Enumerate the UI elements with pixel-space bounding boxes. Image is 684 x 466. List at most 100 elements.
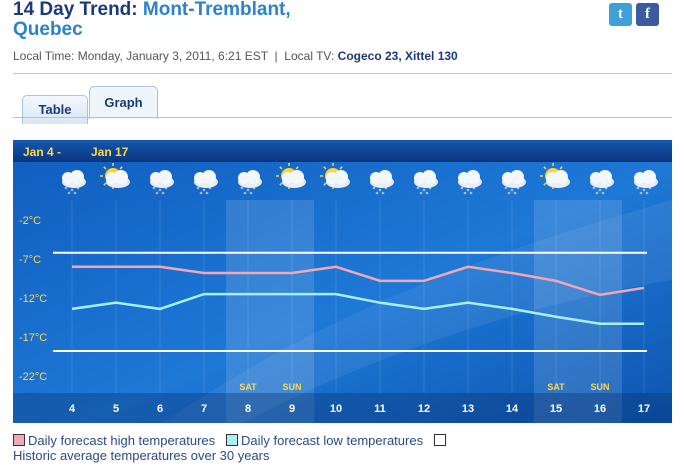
tab-divider <box>13 117 672 118</box>
local-time-value: Monday, January 3, 2011, 6:21 EST <box>77 49 268 63</box>
snow-icon: * * ** * <box>150 170 174 198</box>
y-tick-label: -17°C <box>19 332 47 344</box>
legend-high-label: Daily forecast high temperatures <box>28 433 216 448</box>
svg-text:*: * <box>426 191 429 198</box>
tab-graph[interactable]: Graph <box>89 86 158 119</box>
local-time-label: Local Time: <box>13 49 75 63</box>
date-range-bar <box>13 140 672 162</box>
svg-text:*: * <box>244 191 247 198</box>
snow-icon: * * ** * <box>414 170 438 198</box>
chart-legend: Daily forecast high temperatures Daily f… <box>13 433 613 463</box>
facebook-icon[interactable]: f <box>636 3 659 26</box>
svg-text:*: * <box>65 186 68 193</box>
svg-text:*: * <box>464 191 467 198</box>
x-tick-label: 5 <box>113 403 119 415</box>
x-tick-label: 12 <box>418 403 430 415</box>
title-location-region[interactable]: Quebec <box>13 19 83 40</box>
svg-text:*: * <box>206 191 209 198</box>
svg-text:*: * <box>461 186 464 193</box>
svg-text:*: * <box>247 188 250 195</box>
x-tick-label: 17 <box>638 403 650 415</box>
sun-cloud-icon <box>276 163 306 189</box>
legend-avg-label: Historic average temperatures over 30 ye… <box>13 448 270 463</box>
legend-avg-swatch <box>433 434 446 446</box>
x-axis-band <box>13 393 672 423</box>
legend-low-label: Daily forecast low temperatures <box>241 433 424 448</box>
weekday-label: SAT <box>547 382 565 392</box>
svg-text:*: * <box>473 186 476 193</box>
x-tick-label: 6 <box>157 403 163 415</box>
snow-icon: * * ** * <box>458 170 482 198</box>
sun-cloud-icon <box>320 163 350 189</box>
svg-text:*: * <box>379 188 382 195</box>
x-tick-label: 14 <box>506 403 519 415</box>
svg-text:*: * <box>514 191 517 198</box>
x-tick-label: 10 <box>330 403 342 415</box>
svg-text:*: * <box>423 188 426 195</box>
high-temperature-line <box>72 265 645 297</box>
x-tick-label: 8 <box>245 403 251 415</box>
svg-text:*: * <box>599 188 602 195</box>
svg-text:*: * <box>253 186 256 193</box>
svg-text:*: * <box>68 191 71 198</box>
date-range-start: Jan 4 - <box>23 145 61 159</box>
title-location[interactable]: Mont-Tremblant, <box>142 0 291 20</box>
weekend-band <box>534 200 578 423</box>
low-temperature-line <box>71 292 644 325</box>
snow-icon: * * ** * <box>370 170 394 198</box>
svg-text:*: * <box>250 191 253 198</box>
page-title: 14 Day Trend: Mont-Tremblant, Quebec <box>13 0 433 40</box>
twitter-icon[interactable]: t <box>609 3 632 26</box>
x-tick-label: 4 <box>69 403 76 415</box>
legend-high-swatch <box>13 434 25 446</box>
svg-text:*: * <box>373 186 376 193</box>
weekend-band <box>578 200 622 423</box>
tab-table[interactable]: Table <box>22 95 88 124</box>
x-tick-label: 13 <box>462 403 474 415</box>
svg-text:*: * <box>420 191 423 198</box>
svg-text:*: * <box>241 186 244 193</box>
x-tick-label: 15 <box>550 403 562 415</box>
svg-text:*: * <box>200 191 203 198</box>
weekend-band <box>226 200 270 423</box>
svg-text:*: * <box>517 186 520 193</box>
svg-text:*: * <box>596 191 599 198</box>
weekend-band <box>270 200 314 423</box>
snow-icon: * * ** * <box>590 170 614 198</box>
svg-text:*: * <box>153 186 156 193</box>
svg-text:*: * <box>637 186 640 193</box>
x-tick-label: 7 <box>201 403 207 415</box>
svg-text:*: * <box>429 186 432 193</box>
svg-text:*: * <box>646 191 649 198</box>
svg-text:*: * <box>71 188 74 195</box>
svg-text:*: * <box>467 188 470 195</box>
svg-text:*: * <box>209 186 212 193</box>
x-tick-label: 9 <box>289 403 295 415</box>
location-meta: Local Time: Monday, January 3, 2011, 6:2… <box>13 49 458 63</box>
svg-text:*: * <box>385 186 388 193</box>
local-tv-label: Local TV: <box>284 49 335 63</box>
svg-text:*: * <box>203 188 206 195</box>
svg-text:*: * <box>640 191 643 198</box>
y-tick-label: -22°C <box>19 371 47 383</box>
header-divider <box>13 73 672 74</box>
title-prefix: 14 Day Trend: <box>13 0 138 20</box>
snow-icon: * * ** * <box>502 170 526 198</box>
weekday-label: SUN <box>590 382 609 392</box>
snow-icon: * * ** * <box>634 170 658 198</box>
svg-text:*: * <box>382 191 385 198</box>
weekday-label: SAT <box>239 382 257 392</box>
weekday-label: SUN <box>282 382 301 392</box>
svg-text:*: * <box>77 186 80 193</box>
sun-cloud-icon <box>100 163 130 189</box>
svg-text:*: * <box>417 186 420 193</box>
svg-text:*: * <box>643 188 646 195</box>
svg-text:*: * <box>470 191 473 198</box>
snow-icon: * * ** * <box>238 170 262 198</box>
svg-text:*: * <box>74 191 77 198</box>
svg-text:*: * <box>649 186 652 193</box>
local-tv-value[interactable]: Cogeco 23, Xittel 130 <box>337 49 458 63</box>
x-tick-label: 11 <box>374 403 386 415</box>
y-tick-label: -12°C <box>19 293 47 305</box>
svg-text:*: * <box>605 186 608 193</box>
